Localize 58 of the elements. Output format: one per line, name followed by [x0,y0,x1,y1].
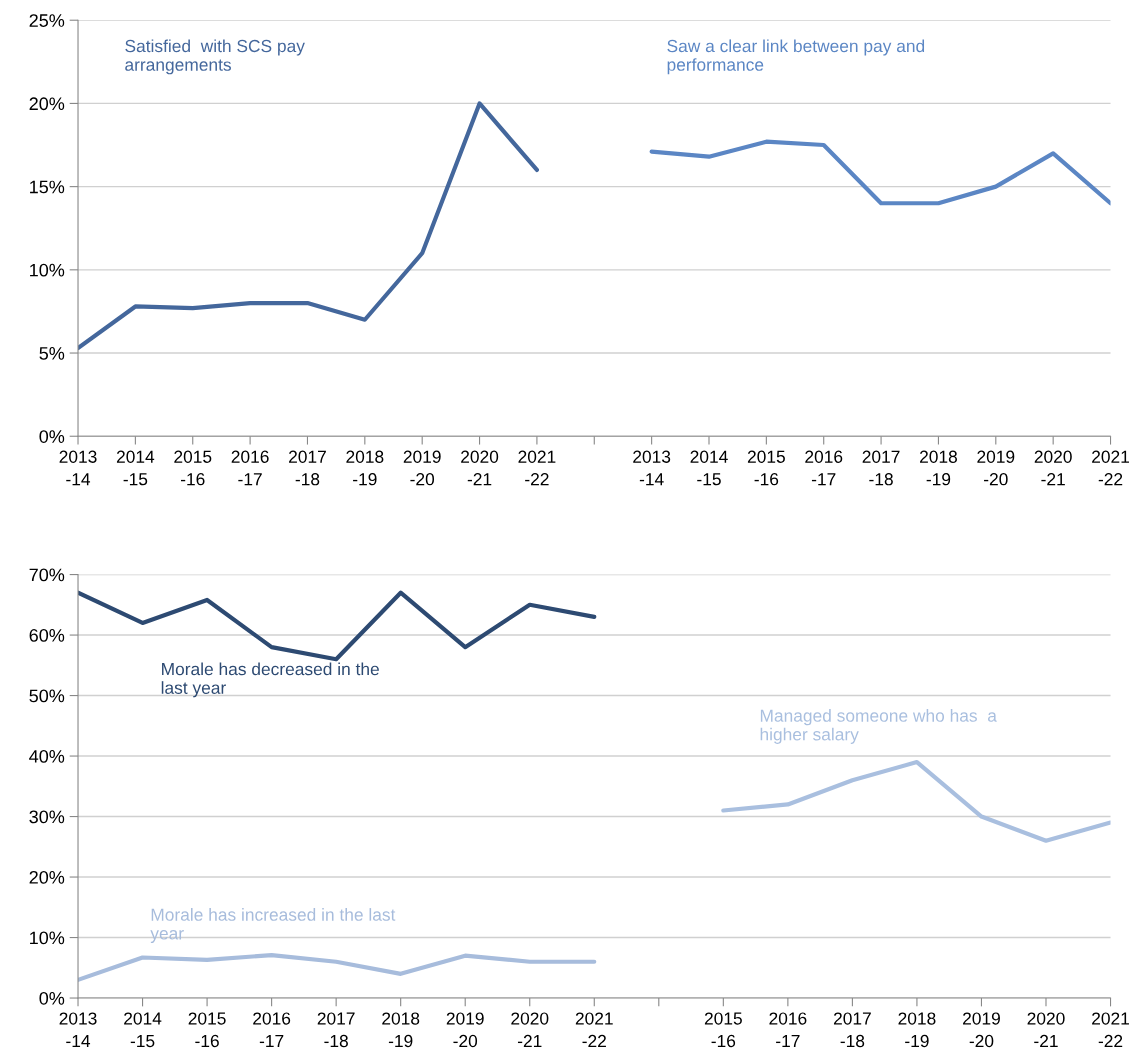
x-tick-label: 2013 -14 [59,1012,97,1047]
line-series [78,101,539,351]
y-tick-label: 20% [29,870,65,884]
x-tick-label: 2021 -22 [575,1012,613,1047]
y-tick-label: 50% [29,689,65,703]
line-series [78,590,597,662]
y-tick-label: 40% [29,749,65,763]
x-tick-label: 2018 -19 [346,450,384,486]
x-tick-label: 2013 -14 [59,450,97,486]
series-label: Morale has increased in the last year [150,908,396,943]
x-tick-label: 2016 -17 [231,450,269,486]
x-tick-label: 2020 -21 [511,1012,549,1047]
x-tick-label: 2018 -19 [920,450,957,486]
x-tick-label: 2019 -20 [977,450,1015,486]
x-tick-label: 2021 -22 [518,450,556,486]
line-series [721,760,1111,843]
x-tick-label: 2015 -16 [188,1012,226,1048]
line-series [78,952,597,982]
y-tick-label: 10% [30,263,65,277]
x-tick-label: 2018 -19 [898,1012,936,1048]
text: Managed someone who has a higher salary [760,709,997,744]
x-tick-label: 2020 -21 [1027,1012,1065,1047]
x-tick-label: 2021 -22 [1092,1012,1129,1047]
text: Saw a clear link between pay and performance [667,39,925,75]
x-tick-label: 2015 -16 [747,450,785,486]
y-tick-label: 70% [29,568,65,582]
x-tick-label: 2020 -21 [1034,450,1072,486]
x-tick-label: 2021 -22 [1092,450,1129,486]
line-series [649,139,1111,206]
text: Satisfied with SCS pay arrangements [125,39,305,75]
y-tick-label: 30% [29,810,65,824]
x-tick-label: 2016 -17 [805,450,843,486]
x-tick-label: 2014 -15 [116,450,155,486]
x-tick-label: 2013 -14 [633,450,671,486]
x-tick-label: 2020 -21 [461,450,499,486]
x-tick-label: 2018 -19 [382,1012,420,1048]
x-tick-label: 2019 -20 [446,1012,484,1048]
y-tick-label: 10% [30,931,65,945]
y-tick-label: 0% [39,430,65,443]
x-tick-label: 2019 -20 [963,1012,1000,1048]
x-tick-label: 2017 -18 [862,450,900,486]
y-tick-label: 25% [29,14,65,27]
y-tick-label: 0% [39,991,65,1005]
y-tick-label: 15% [30,180,65,194]
x-tick-label: 2017 -18 [833,1012,871,1048]
x-tick-label: 2016 -17 [769,1012,807,1047]
x-tick-label: 2019 -20 [403,450,441,486]
x-tick-label: 2015 -16 [704,1012,742,1048]
x-tick-label: 2014 -15 [690,450,728,486]
x-tick-label: 2014 -15 [124,1012,162,1048]
series-label: Morale has decreased in the last year [161,662,379,698]
y-tick-label: 5% [39,347,65,360]
y-tick-label: 60% [29,628,65,642]
y-tick-label: 20% [29,97,65,111]
x-tick-label: 2017 -18 [289,450,326,486]
x-tick-label: 2016 -17 [253,1012,291,1047]
x-tick-label: 2017 -18 [317,1012,355,1048]
x-tick-label: 2015 -16 [174,450,212,486]
